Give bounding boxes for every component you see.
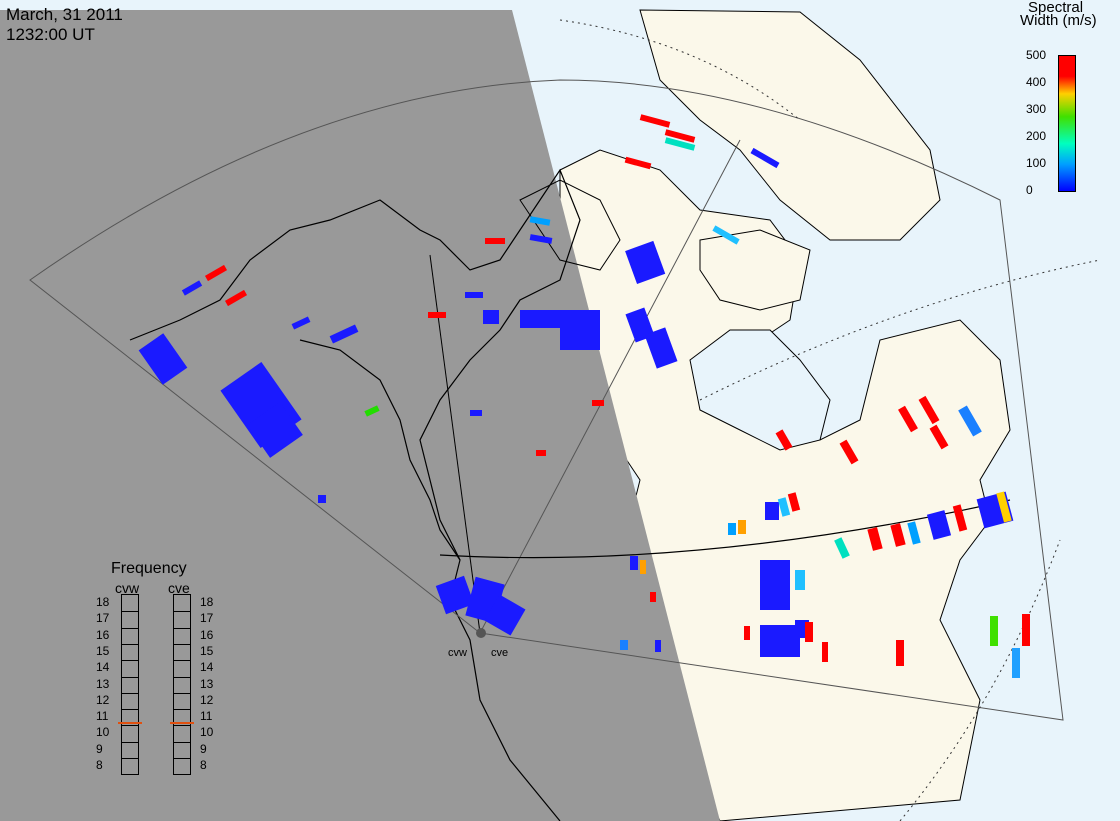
land-baffin — [699, 229, 811, 311]
date-label: March, 31 2011 — [6, 5, 123, 24]
frequency-level-label: 10 — [96, 725, 110, 740]
beam-boundary-1 — [479, 139, 741, 634]
frequency-level-label: 13 — [200, 676, 214, 691]
color-scale-bar — [1058, 55, 1076, 192]
frequency-selected-marker — [118, 722, 142, 725]
radar-label-west: cvw — [448, 647, 467, 659]
frequency-cell-divider — [122, 692, 138, 694]
frequency-level-label: 9 — [200, 741, 207, 756]
frequency-cell-divider — [174, 676, 190, 678]
grid-dotted-2 — [699, 259, 1101, 401]
color-scale-tick: 400 — [1026, 75, 1047, 89]
coast-bc — [299, 339, 461, 561]
mlat-line — [439, 499, 1011, 559]
frequency-level-label: 17 — [200, 611, 214, 626]
frequency-cell-divider — [174, 643, 190, 645]
frequency-level-label: 9 — [96, 741, 103, 756]
frequency-cell-divider — [122, 725, 138, 727]
islands — [519, 179, 621, 271]
frequency-column-right — [173, 594, 191, 776]
frequency-level-label: 14 — [200, 660, 214, 675]
frequency-level-label: 12 — [96, 692, 110, 707]
hudson-bay — [689, 329, 831, 451]
radar-site-fan — [435, 575, 526, 636]
frequency-selected-marker — [170, 722, 194, 725]
frequency-level-label: 16 — [200, 627, 214, 642]
frequency-cell-divider — [174, 758, 190, 759]
frequency-cell-divider — [174, 741, 190, 743]
frequency-cell-divider — [174, 709, 190, 711]
frequency-radar-left: cvw — [115, 580, 140, 596]
frequency-column-left — [121, 594, 139, 776]
frequency-level-label: 17 — [96, 611, 110, 626]
radar-site — [476, 628, 486, 638]
color-scale-tick: 300 — [1026, 102, 1047, 116]
color-scale-tick: 0 — [1026, 183, 1033, 197]
frequency-cell-divider — [122, 627, 138, 629]
time-label: 1232:00 UT — [6, 25, 95, 44]
frequency-cell-divider — [174, 627, 190, 629]
frequency-level-label: 15 — [96, 643, 110, 658]
color-scale-title-line2: Width (m/s) — [1020, 12, 1097, 29]
frequency-level-label: 15 — [200, 643, 214, 658]
color-scale-tick: 500 — [1026, 48, 1047, 62]
frequency-cell-divider — [174, 660, 190, 662]
frequency-level-label: 16 — [96, 627, 110, 642]
radar-echoes — [138, 114, 1030, 678]
frequency-level-label: 11 — [200, 709, 213, 724]
land-greenland — [639, 9, 941, 241]
frequency-cell-divider — [174, 692, 190, 694]
frequency-level-label: 12 — [200, 692, 214, 707]
color-scale-tick: 100 — [1026, 156, 1047, 170]
color-scale-tick: 200 — [1026, 129, 1047, 143]
frequency-cell-divider — [174, 725, 190, 727]
frequency-level-label: 18 — [200, 595, 214, 609]
frequency-cell-divider — [122, 611, 138, 613]
frequency-level-label: 13 — [96, 676, 110, 691]
frequency-level-label: 8 — [96, 758, 103, 772]
frequency-level-label: 11 — [96, 709, 109, 724]
frequency-title: Frequency — [111, 560, 187, 577]
color-scale-title-line1: Spectral — [1028, 0, 1084, 16]
frequency-cell-divider — [122, 643, 138, 645]
frequency-level-label: 8 — [200, 758, 207, 772]
frequency-level-label: 18 — [96, 595, 110, 609]
night-region — [0, 10, 720, 821]
frequency-cell-divider — [174, 611, 190, 613]
radar-fov — [29, 79, 1064, 721]
frequency-level-label: 10 — [200, 725, 214, 740]
frequency-cell-divider — [122, 709, 138, 711]
frequency-cell-divider — [122, 758, 138, 759]
radar-label-east: cve — [491, 647, 509, 659]
frequency-cell-divider — [122, 676, 138, 678]
frequency-cell-divider — [122, 660, 138, 662]
coast-alaska — [129, 168, 581, 821]
frequency-level-label: 14 — [96, 660, 110, 675]
frequency-cell-divider — [122, 741, 138, 743]
frequency-radar-right: cve — [168, 580, 190, 596]
